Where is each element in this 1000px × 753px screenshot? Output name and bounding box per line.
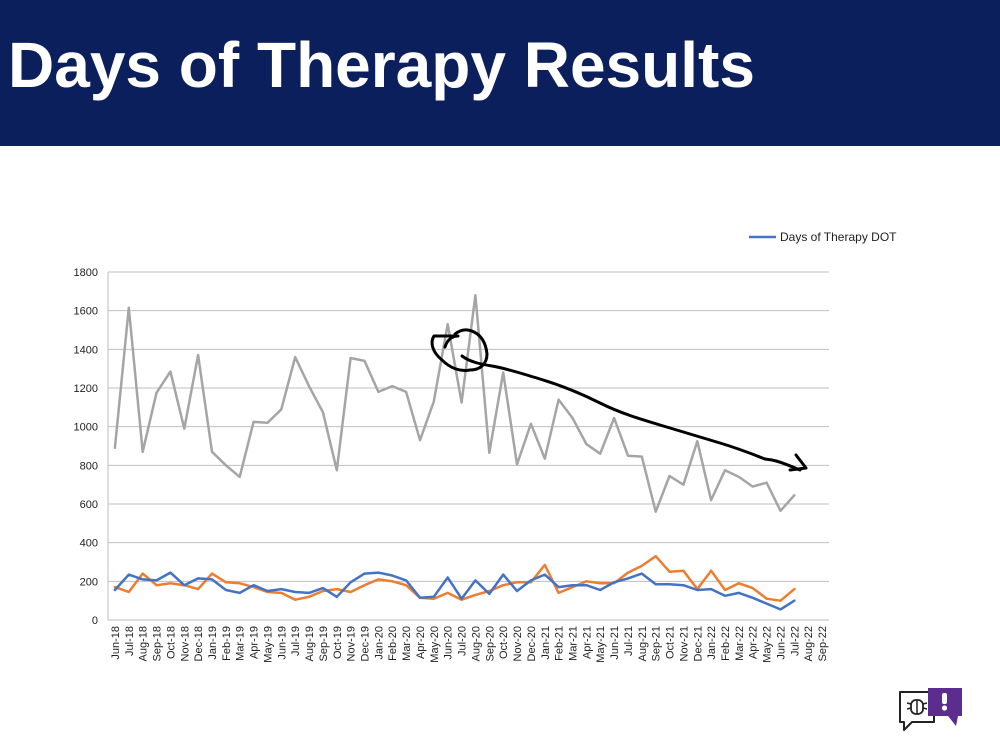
x-tick-label: Jul-20 xyxy=(457,626,469,656)
x-tick-label: Jul-19 xyxy=(290,626,302,656)
x-tick-label: Jan-21 xyxy=(540,626,552,660)
x-tick-label: Nov-20 xyxy=(512,626,524,661)
y-tick-label: 1800 xyxy=(74,267,98,279)
grid-lines xyxy=(108,271,829,621)
x-tick-label: Jan-22 xyxy=(706,626,718,660)
series-line-orange xyxy=(113,554,796,602)
y-tick-label: 1600 xyxy=(74,306,98,318)
series-line-gray xyxy=(113,293,796,513)
x-tick-label: Aug-20 xyxy=(470,626,482,661)
y-tick-label: 1000 xyxy=(74,422,98,434)
x-tick-label: Nov-19 xyxy=(346,626,358,661)
page-title: Days of Therapy Results xyxy=(8,29,755,101)
x-tick-label: Sep-19 xyxy=(318,626,330,661)
x-tick-label: May-19 xyxy=(262,626,274,663)
x-tick-label: Sep-18 xyxy=(152,626,164,661)
x-tick-label: May-20 xyxy=(429,626,441,663)
brand-logo xyxy=(896,686,968,736)
x-tick-label: Jun-22 xyxy=(775,626,787,660)
x-tick-label: Sep-20 xyxy=(484,626,496,661)
legend: Days of Therapy DOT xyxy=(749,230,897,244)
x-tick-label: Jun-21 xyxy=(609,626,621,660)
y-tick-label: 1200 xyxy=(74,383,98,395)
y-tick-label: 400 xyxy=(80,538,98,550)
x-tick-label: Dec-21 xyxy=(692,626,704,661)
x-tick-label: Jun-18 xyxy=(110,626,122,660)
x-tick-label: Sep-21 xyxy=(651,626,663,661)
x-tick-label: Nov-21 xyxy=(678,626,690,661)
x-tick-label: Aug-21 xyxy=(637,626,649,661)
x-tick-label: Aug-19 xyxy=(304,626,316,661)
annotation-arrow-head xyxy=(788,453,808,472)
x-tick-label: Jul-22 xyxy=(789,626,801,656)
x-tick-label: May-22 xyxy=(762,626,774,663)
x-tick-label: Oct-21 xyxy=(665,626,677,659)
x-tick-label: Feb-19 xyxy=(221,626,233,661)
handdrawn-annotation xyxy=(430,328,808,472)
title-bar: Days of Therapy Results xyxy=(0,0,1000,146)
y-tick-label: 200 xyxy=(80,576,98,588)
x-tick-label: Apr-20 xyxy=(415,626,427,659)
x-tick-label: Oct-20 xyxy=(498,626,510,659)
y-tick-label: 800 xyxy=(80,460,98,472)
x-tick-label: Jul-18 xyxy=(124,626,136,656)
y-axis: 0 200 400 600 800 1000 1200 1400 1600 1800 xyxy=(74,267,109,627)
x-tick-label: Apr-21 xyxy=(581,626,593,659)
x-tick-label: Sep-22 xyxy=(817,626,829,661)
x-tick-label: Mar-22 xyxy=(734,626,746,661)
x-tick-label: Dec-19 xyxy=(360,626,372,661)
x-tick-label: Oct-19 xyxy=(332,626,344,659)
series-line-blue xyxy=(113,571,796,611)
x-tick-label: Mar-20 xyxy=(401,626,413,661)
chat-bug-icon xyxy=(899,688,962,731)
x-tick-label: Aug-18 xyxy=(138,626,150,661)
x-tick-label: Mar-19 xyxy=(235,626,247,661)
y-tick-label: 1400 xyxy=(74,344,98,356)
x-tick-label: May-21 xyxy=(595,626,607,663)
x-tick-label: Apr-19 xyxy=(249,626,261,659)
legend-label: Days of Therapy DOT xyxy=(780,230,897,244)
y-tick-label: 600 xyxy=(80,499,98,511)
x-tick-label: Aug-22 xyxy=(803,626,815,661)
x-tick-label: Jan-19 xyxy=(207,626,219,660)
x-tick-label: Feb-21 xyxy=(554,626,566,661)
x-tick-label: Dec-20 xyxy=(526,626,538,661)
x-tick-label: Nov-18 xyxy=(179,626,191,661)
annotation-trend-arrow-line xyxy=(460,354,802,472)
x-tick-label: Dec-18 xyxy=(193,626,205,661)
x-tick-label: Jan-20 xyxy=(373,626,385,660)
annotation-scribble-circle xyxy=(430,328,489,372)
x-tick-label: Feb-22 xyxy=(720,626,732,661)
x-tick-label: Jul-21 xyxy=(623,626,635,656)
x-axis: Jun-18 Jul-18 Aug-18 Sep-18 Oct-18 Nov-18 Dec-… xyxy=(110,626,829,663)
x-tick-label: Apr-22 xyxy=(748,626,760,659)
x-tick-label: Jun-19 xyxy=(276,626,288,660)
x-tick-label: Mar-21 xyxy=(567,626,579,661)
x-tick-label: Jun-20 xyxy=(443,626,455,660)
x-tick-label: Feb-20 xyxy=(387,626,399,661)
y-tick-label: 0 xyxy=(92,615,98,627)
x-tick-label: Oct-18 xyxy=(165,626,177,659)
series-lines xyxy=(113,293,796,611)
